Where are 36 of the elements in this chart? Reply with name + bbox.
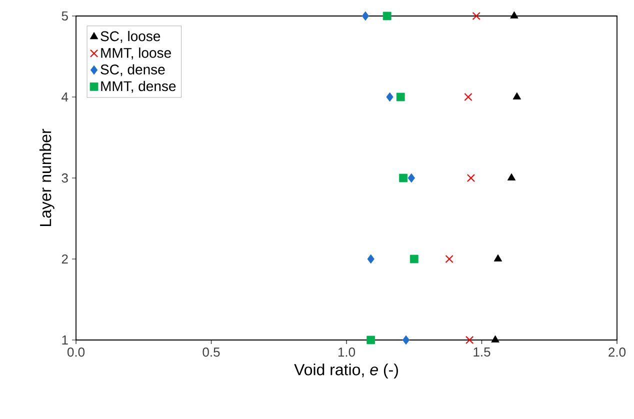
x-tick-label: 1.5 — [474, 348, 490, 357]
x-axis-title: Void ratio, e (-) — [294, 364, 398, 378]
y-tick-label: 4 — [62, 92, 68, 102]
legend-label: SC, loose — [100, 30, 160, 43]
point — [510, 11, 518, 18]
point — [466, 174, 476, 182]
point — [402, 335, 410, 345]
legend-label: MMT, dense — [101, 80, 176, 93]
x-tick-label: 0.5 — [202, 348, 220, 357]
point — [512, 92, 522, 100]
point — [366, 336, 376, 344]
y-tick-label: 1 — [62, 336, 68, 344]
point — [472, 12, 480, 20]
point — [396, 92, 405, 102]
point — [465, 336, 474, 344]
y-tick-label: 5 — [62, 11, 68, 21]
point — [399, 174, 408, 182]
x-tick-label: 0.0 — [67, 348, 85, 357]
x-tick-label: 2.0 — [608, 348, 626, 357]
legend-label: SC, dense — [100, 64, 165, 76]
point — [362, 11, 370, 21]
legend-label: MMT, loose — [101, 48, 171, 60]
point — [408, 173, 415, 183]
point — [367, 254, 374, 264]
point — [410, 254, 418, 264]
x-tick-label: 1.0 — [338, 348, 356, 357]
point — [491, 335, 500, 342]
y-axis-title: Layer number — [39, 128, 54, 226]
point — [507, 173, 516, 180]
point — [386, 92, 394, 102]
point — [494, 254, 502, 262]
y-tick-label: 2 — [62, 254, 68, 264]
y-tick-label: 3 — [62, 173, 68, 183]
point — [382, 12, 392, 20]
point — [464, 92, 472, 102]
point — [445, 254, 454, 264]
